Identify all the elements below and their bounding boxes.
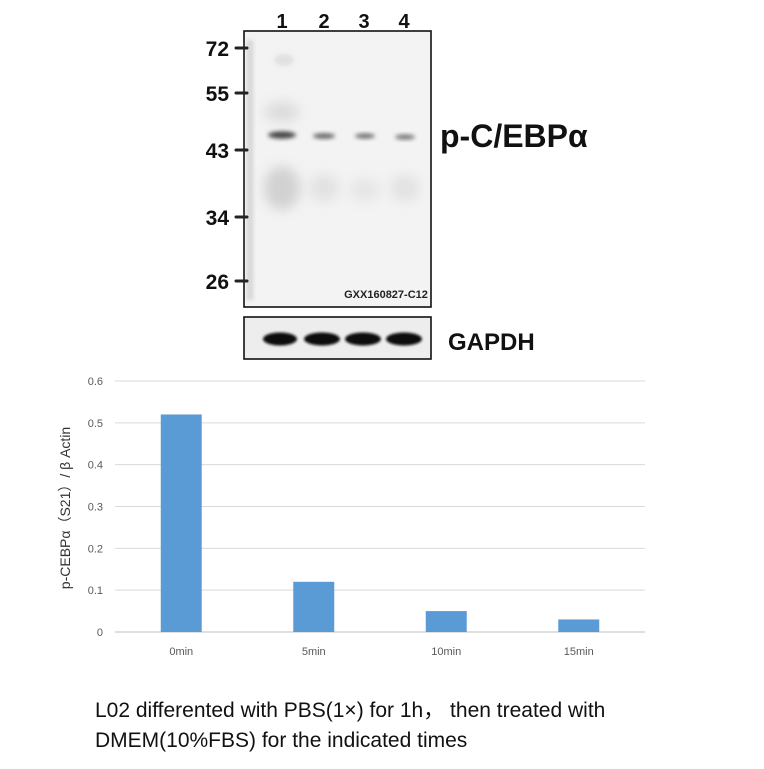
- blot-watermark: GXX160827-C12: [344, 289, 428, 301]
- y-tick-label: 0.5: [88, 418, 103, 430]
- control-protein-label: GAPDH: [448, 329, 535, 356]
- bar-chart: 0 0.1 0.2 0.3 0.4 0.5 0.6 0min 5min 10min 15min p…: [57, 376, 645, 658]
- x-tick-label: 10min: [431, 646, 461, 658]
- y-tick-label: 0.4: [88, 460, 103, 472]
- caption-line-2: DMEM(10%FBS) for the indicated times: [95, 729, 468, 752]
- y-tick-label: 0.2: [88, 543, 103, 555]
- y-tick-label: 0.3: [88, 502, 103, 514]
- figure-caption: L02 differented with PBS(1×) for 1h， the…: [95, 696, 745, 756]
- x-tick-label: 15min: [564, 646, 594, 658]
- y-axis-label: p-CEBPα（S21）/ β Actin: [57, 427, 73, 589]
- x-tick-label: 0min: [169, 646, 193, 658]
- gapdh-band-lane-3: [345, 332, 381, 346]
- chart-bars: [160, 414, 600, 632]
- caption-line-1: L02 differented with PBS(1×) for 1h， the…: [95, 699, 606, 722]
- lane-label-2: 2: [318, 11, 329, 33]
- mw-marker-26: 26: [206, 271, 229, 294]
- target-protein-label: p-C/EBPα: [440, 118, 588, 154]
- mw-markers: 72 55 43 34 26: [206, 38, 230, 294]
- bar-15min: [558, 619, 600, 632]
- band-lane-1: [268, 131, 296, 139]
- y-tick-label: 0: [97, 627, 103, 639]
- band-lane-3: [355, 133, 375, 139]
- gapdh-band-lane-2: [304, 332, 340, 346]
- mw-marker-55: 55: [206, 83, 230, 106]
- bar-5min: [293, 581, 335, 632]
- lane-label-3: 3: [358, 11, 369, 33]
- y-tick-labels: 0 0.1 0.2 0.3 0.4 0.5 0.6: [88, 376, 103, 639]
- mw-marker-43: 43: [206, 140, 229, 163]
- bar-0min: [160, 414, 202, 632]
- gapdh-band-lane-1: [263, 332, 297, 346]
- mw-marker-34: 34: [206, 207, 230, 230]
- x-tick-label: 5min: [302, 646, 326, 658]
- bar-10min: [425, 611, 467, 632]
- x-tick-labels: 0min 5min 10min 15min: [169, 646, 593, 658]
- lane-labels: 1 2 3 4: [276, 11, 410, 33]
- mw-marker-72: 72: [206, 38, 229, 61]
- band-lane-4: [395, 134, 415, 140]
- gapdh-band-lane-4: [386, 332, 422, 346]
- y-tick-label: 0.6: [88, 376, 103, 388]
- y-tick-label: 0.1: [88, 585, 103, 597]
- chart-gridlines: [115, 380, 645, 633]
- blot-panel: GXX160827-C12: [234, 30, 432, 308]
- band-lane-2: [313, 133, 335, 139]
- blot-bands: [247, 40, 420, 300]
- lane-label-1: 1: [276, 11, 287, 33]
- lane-label-4: 4: [398, 11, 410, 33]
- gapdh-panel: [243, 316, 432, 360]
- marker-ticks: [234, 46, 249, 283]
